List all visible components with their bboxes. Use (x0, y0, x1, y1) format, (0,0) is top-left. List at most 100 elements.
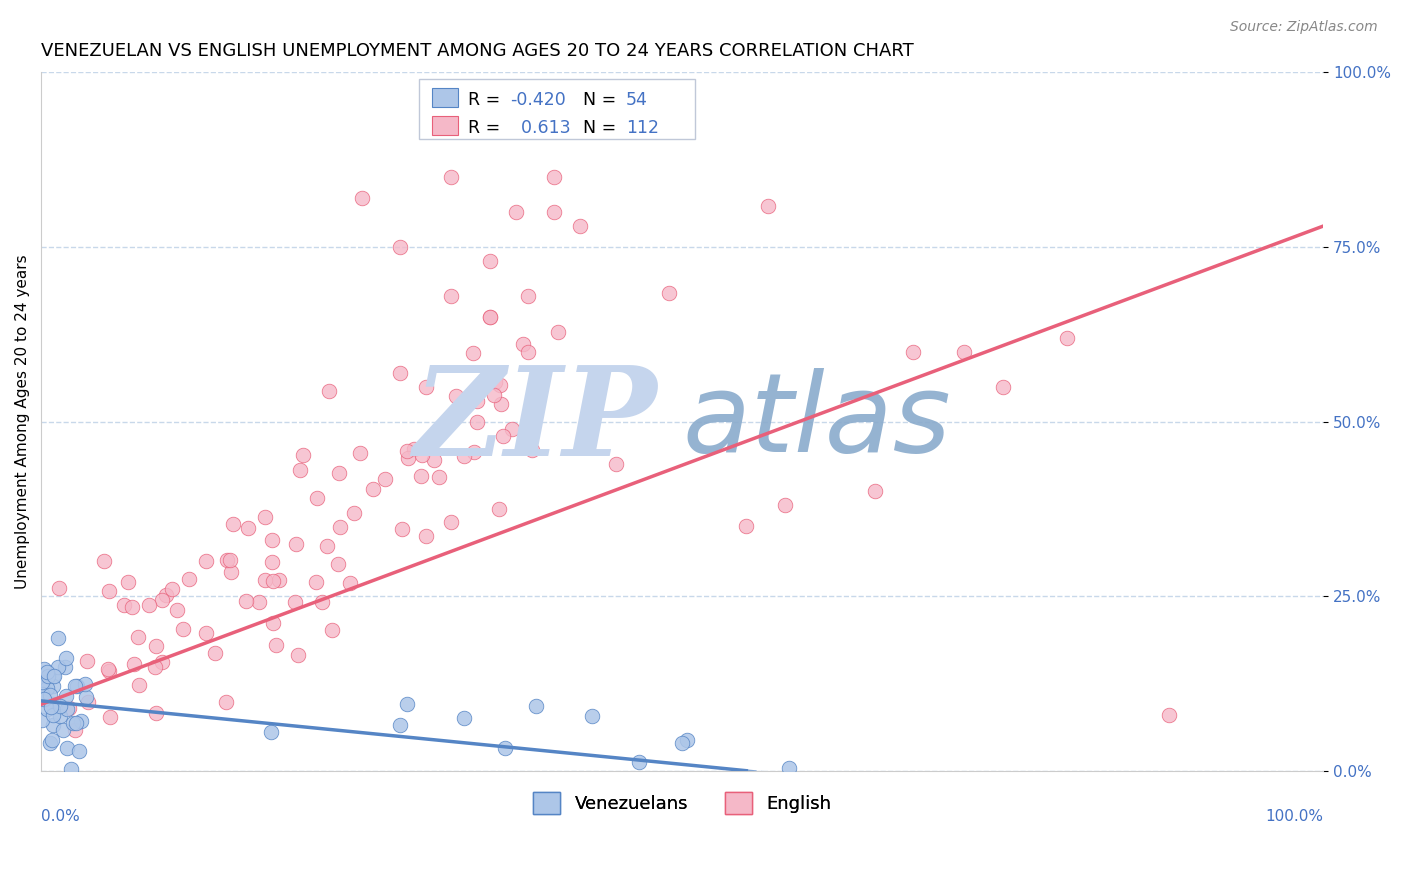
Point (505, 205, 527, 219)
Point (488, 502, 510, 516)
Point (396, 450, 419, 465)
Point (524, 698, 547, 713)
FancyBboxPatch shape (419, 79, 695, 139)
Point (262, 574, 284, 589)
Point (321, 623, 343, 637)
Point (65, 723, 87, 738)
Point (517, 100, 540, 114)
Point (69, 714, 91, 728)
Point (361, 482, 384, 496)
Point (31, 675, 53, 690)
Point (326, 557, 349, 571)
Point (42, 668, 65, 682)
Point (391, 522, 413, 536)
Point (179, 572, 201, 586)
Point (423, 453, 446, 467)
Point (402, 442, 425, 457)
Point (32, 691, 55, 706)
Y-axis label: Unemployment Among Ages 20 to 24 years: Unemployment Among Ages 20 to 24 years (15, 254, 30, 589)
Point (463, 444, 485, 458)
Point (55, 651, 77, 665)
Point (49, 698, 72, 713)
Text: 0.0%: 0.0% (41, 809, 80, 824)
Point (543, 205, 565, 219)
Text: R =: R = (468, 91, 506, 110)
Point (318, 384, 340, 399)
Point (991, 379, 1014, 393)
Point (58, 701, 80, 715)
Point (605, 457, 627, 471)
Point (218, 553, 240, 567)
Text: -0.420: -0.420 (510, 91, 567, 110)
Point (127, 630, 149, 644)
Point (547, 325, 569, 339)
Point (315, 539, 337, 553)
Point (793, 778, 815, 792)
Point (773, 499, 796, 513)
Point (46, 659, 69, 673)
Point (37, 669, 59, 683)
Point (329, 519, 352, 533)
Point (292, 448, 315, 462)
Point (262, 533, 284, 548)
Text: N =: N = (583, 91, 623, 110)
Point (253, 510, 276, 524)
Text: 0.613: 0.613 (510, 120, 571, 137)
Point (614, 772, 637, 787)
Point (568, 219, 591, 233)
Point (453, 711, 475, 725)
Point (53, 660, 76, 674)
Point (339, 575, 361, 590)
Point (259, 725, 281, 739)
Point (35, 702, 58, 716)
Point (260, 555, 283, 569)
Point (97, 584, 120, 599)
Point (863, 484, 886, 499)
Point (145, 639, 167, 653)
Point (440, 410, 463, 425)
Point (56, 701, 79, 715)
Point (389, 366, 412, 380)
Point (463, 346, 485, 360)
Point (581, 709, 603, 723)
Point (517, 344, 540, 359)
Point (128, 678, 150, 692)
Point (98, 710, 121, 724)
FancyBboxPatch shape (432, 116, 458, 136)
Point (46, 631, 69, 645)
Point (38, 688, 60, 702)
Point (311, 594, 333, 608)
Text: ZIP: ZIP (413, 361, 657, 483)
Point (586, 778, 609, 792)
Point (60, 762, 83, 776)
Point (484, 388, 506, 402)
Point (166, 603, 188, 617)
Point (31, 713, 53, 727)
Point (520, 443, 543, 458)
Point (440, 289, 463, 303)
Point (396, 444, 419, 458)
Point (143, 660, 166, 674)
Text: VENEZUELAN VS ENGLISH UNEMPLOYMENT AMONG AGES 20 TO 24 YEARS CORRELATION CHART: VENEZUELAN VS ENGLISH UNEMPLOYMENT AMONG… (41, 42, 914, 60)
Point (65, 680, 87, 694)
Point (415, 379, 437, 393)
Point (1159, 707, 1181, 722)
Point (42, 668, 65, 682)
Point (48, 581, 70, 595)
Point (160, 582, 183, 597)
Point (150, 593, 173, 607)
Point (121, 599, 143, 614)
Point (150, 655, 173, 669)
Point (343, 506, 366, 520)
Point (388, 718, 411, 732)
Point (75, 690, 97, 704)
Point (491, 397, 513, 411)
Point (440, 170, 463, 185)
Point (31, 678, 53, 692)
Text: R =: R = (468, 120, 506, 137)
Point (93, 553, 115, 567)
Point (98, 664, 121, 678)
Point (658, 286, 681, 301)
Point (77, 695, 100, 709)
Point (465, 393, 488, 408)
